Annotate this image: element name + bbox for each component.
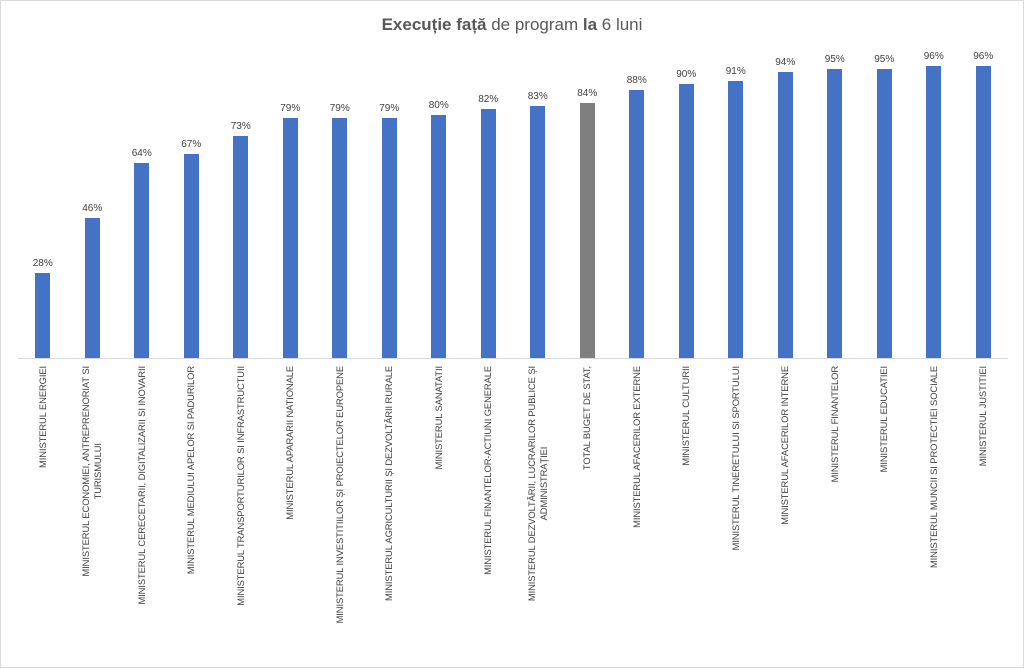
x-axis-line (18, 358, 1008, 359)
x-tick-label: MINISTERUL FINANTELOR-ACTIUNI GENERALE (466, 366, 510, 666)
data-label: 28% (32, 257, 53, 269)
bar (629, 90, 645, 358)
bar (876, 69, 892, 358)
x-tick-label: MINISTERUL SANATATII (417, 366, 461, 666)
x-tick-label-text: MINISTERUL APARARII NATIONALE (284, 366, 296, 520)
x-tick-label-text: MINISTERUL FINANTELOR (828, 366, 840, 483)
x-tick-label-text: MINISTERUL AFACERILOR INTERNE (779, 366, 791, 525)
x-tick-label-text: MINISTERUL TRANSPORTURILOR SI INFRASTRUC… (234, 366, 246, 606)
x-tick-label-text: MINISTERUL MEDIULUI APELOR SI PADURILOR (185, 366, 197, 575)
x-tick-label: MINISTERUL MEDIULUI APELOR SI PADURILOR (169, 366, 213, 666)
data-label: 95% (874, 54, 895, 66)
bar (678, 84, 694, 358)
x-tick-label: MINISTERUL INVESTITIILOR ȘI PROIECTELOR … (318, 366, 362, 666)
data-label: 94% (775, 57, 796, 69)
data-label: 82% (478, 93, 499, 105)
x-tick-label: MINISTERUL TRANSPORTURILOR SI INFRASTRUC… (219, 366, 263, 666)
x-tick-label-text: MINISTERUL SANATATII (432, 366, 444, 470)
data-label: 79% (379, 102, 400, 114)
x-tick-label-text: MINISTERUL MUNCII SI PROTECTIEI SOCIALE (927, 366, 939, 569)
title-part: de program (486, 15, 583, 34)
x-tick-label-text: MINISTERUL FINANTELOR-ACTIUNI GENERALE (482, 366, 494, 575)
x-tick-label: MINISTERUL AFACERILOR INTERNE (763, 366, 807, 666)
x-tick-label-text: MINISTERUL CERECETARII, DIGITALIZARII SI… (135, 366, 147, 605)
bar (728, 81, 744, 358)
x-tick-label-text: MINISTERUL EDUCATIEI (878, 366, 890, 473)
data-label: 46% (82, 203, 103, 215)
bar (530, 105, 546, 358)
bar (579, 102, 595, 358)
x-tick-label: MINISTERUL ENERGIEI (21, 366, 65, 666)
x-tick-label: MINISTERUL AGRICULTURII ȘI DEZVOLTĂRII R… (367, 366, 411, 666)
data-label: 67% (181, 139, 202, 151)
x-tick-label-text: MINISTERUL ECONOMIEI, ANTREPRENORIAT SI … (80, 366, 104, 577)
data-label: 88% (626, 75, 647, 87)
x-tick-label: MINISTERUL EDUCATIEI (862, 366, 906, 666)
bar (431, 114, 447, 358)
x-tick-label: MINISTERUL FINANTELOR (813, 366, 857, 666)
x-tick-label-text: MINISTERUL DEZVOLTĂRII, LUCRARILOR PUBLI… (525, 366, 549, 602)
x-tick-label: MINISTERUL DEZVOLTĂRII, LUCRARILOR PUBLI… (516, 366, 560, 666)
x-tick-label: MINISTERUL JUSTITIEI (961, 366, 1005, 666)
x-tick-label: MINISTERUL CULTURII (664, 366, 708, 666)
x-tick-label-text: MINISTERUL INVESTITIILOR ȘI PROIECTELOR … (333, 366, 345, 624)
bar (183, 154, 199, 358)
bar (975, 66, 991, 358)
bar (480, 108, 496, 358)
bar (381, 117, 397, 358)
x-tick-label-text: MINISTERUL TINERETULUI SI SPORTULUI (729, 366, 741, 551)
bar (35, 272, 51, 358)
title-part: Execuție față (381, 15, 487, 34)
bar (777, 72, 793, 358)
bar (134, 163, 150, 358)
data-label: 95% (824, 54, 845, 66)
data-label: 96% (923, 51, 944, 63)
data-label: 96% (973, 51, 994, 63)
bar (84, 218, 100, 358)
bar (233, 136, 249, 358)
x-tick-label-text: MINISTERUL CULTURII (680, 366, 692, 466)
data-label: 83% (527, 90, 548, 102)
bar (926, 66, 942, 358)
x-tick-label-text: MINISTERUL JUSTITIEI (977, 366, 989, 467)
x-tick-label-text: MINISTERUL ENERGIEI (36, 366, 48, 468)
title-part: la (582, 15, 598, 34)
x-tick-label: MINISTERUL APARARII NATIONALE (268, 366, 312, 666)
data-label: 84% (577, 87, 598, 99)
x-tick-label: MINISTERUL MUNCII SI PROTECTIEI SOCIALE (912, 366, 956, 666)
data-label: 80% (428, 99, 449, 111)
data-label: 91% (725, 66, 746, 78)
bar (282, 117, 298, 358)
data-label: 64% (131, 148, 152, 160)
x-tick-label-text: TOTAL BUGET DE STAT, (581, 366, 593, 471)
data-label: 79% (329, 102, 350, 114)
data-label: 90% (676, 69, 697, 81)
x-tick-label: MINISTERUL CERECETARII, DIGITALIZARII SI… (120, 366, 164, 666)
x-tick-label: TOTAL BUGET DE STAT, (565, 366, 609, 666)
bar (332, 117, 348, 358)
chart-title: Execuție față de program la 6 luni (1, 15, 1023, 35)
title-part: 6 luni (597, 15, 643, 34)
x-tick-label-text: MINISTERUL AGRICULTURII ȘI DEZVOLTĂRII R… (383, 366, 395, 601)
data-label: 79% (280, 102, 301, 114)
x-tick-label: MINISTERUL ECONOMIEI, ANTREPRENORIAT SI … (70, 366, 114, 666)
x-tick-label-text: MINISTERUL AFACERILOR EXTERNE (630, 366, 642, 528)
bar (827, 69, 843, 358)
x-tick-label: MINISTERUL TINERETULUI SI SPORTULUI (714, 366, 758, 666)
data-label: 73% (230, 121, 251, 133)
x-tick-label: MINISTERUL AFACERILOR EXTERNE (615, 366, 659, 666)
